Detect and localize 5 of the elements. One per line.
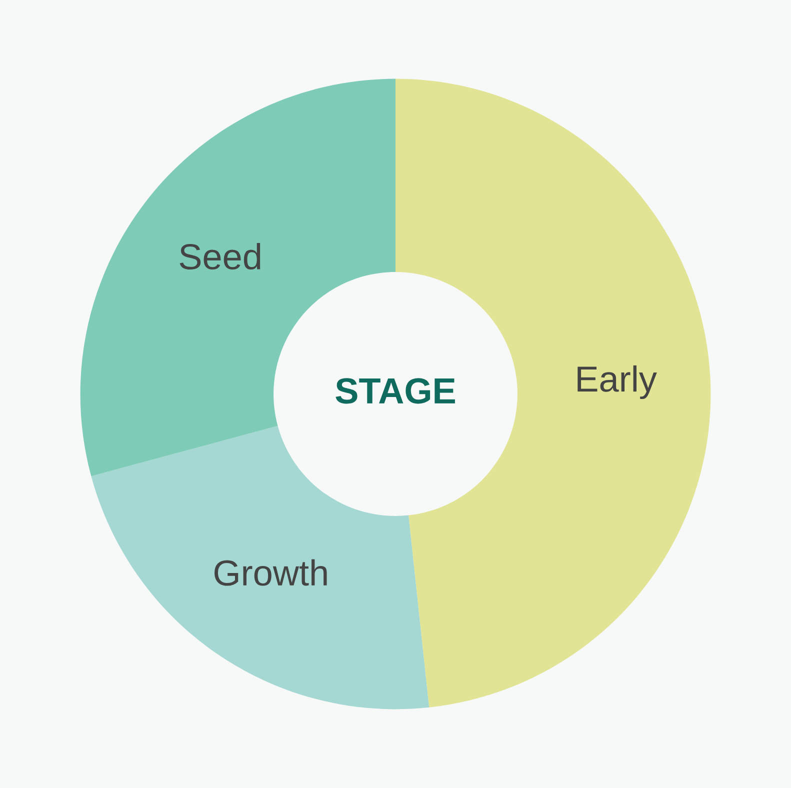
slice-label: Seed [180, 243, 260, 270]
donut-slice [91, 426, 430, 710]
slice-label: Early [578, 365, 657, 400]
text: STAGE [336, 378, 455, 404]
slice-label: Growth [214, 559, 327, 586]
